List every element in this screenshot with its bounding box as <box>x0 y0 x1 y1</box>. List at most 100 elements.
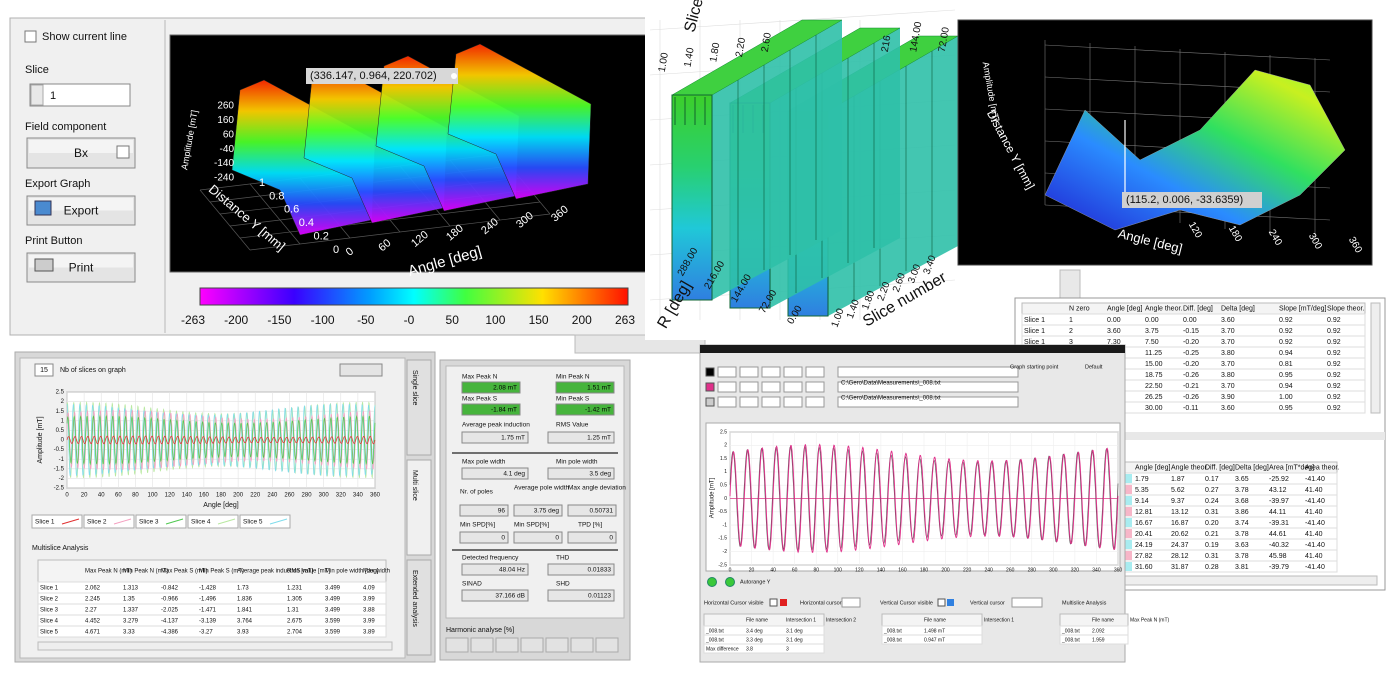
table-cell: 0.81 <box>1279 361 1293 368</box>
table-cell: 7.30 <box>1107 339 1121 346</box>
spinner[interactable] <box>30 84 44 106</box>
file-color[interactable] <box>705 397 715 407</box>
legend-label: Slice 4 <box>191 519 211 526</box>
table-cell: 28.12 <box>1171 553 1189 560</box>
numeric-input[interactable] <box>29 83 131 107</box>
tab[interactable] <box>406 359 432 456</box>
tab-label[interactable]: Extended analysis <box>411 570 418 627</box>
file-option[interactable] <box>783 381 803 393</box>
label: Field component <box>25 121 106 133</box>
file-path-box <box>837 366 1019 378</box>
table-cell: 1 <box>1069 317 1073 324</box>
tick-label: 100 <box>834 567 843 573</box>
file-option[interactable] <box>717 366 737 378</box>
table-cell: 0.947 mT <box>924 637 945 643</box>
column-header: File name <box>924 617 946 623</box>
cursor-readout: (115.2, 0.006, -33.6359) <box>1126 194 1243 206</box>
table-cell: -1.428 <box>199 586 217 592</box>
file-option[interactable] <box>739 381 759 393</box>
table-cell: 0.00 <box>1145 317 1159 324</box>
tick-label: 260 <box>284 493 295 499</box>
table-cell: 3.68 <box>1235 498 1249 505</box>
autorange-toggle[interactable] <box>707 577 717 587</box>
file-option[interactable] <box>805 396 825 408</box>
tab-label[interactable]: Multi slice <box>411 470 418 501</box>
file-option[interactable] <box>717 381 737 393</box>
file-path: C:\Gero\Data\Measurements\_008.txt <box>841 381 941 387</box>
graph-tools[interactable] <box>339 363 383 377</box>
table-row <box>37 625 387 638</box>
file-option[interactable] <box>805 366 825 378</box>
tab[interactable] <box>406 559 432 656</box>
table-cell: 0.92 <box>1327 372 1341 379</box>
table-cell: 3.599 <box>325 619 341 625</box>
field-label: SINAD <box>462 581 482 588</box>
table-cell: 3.65 <box>1235 476 1249 483</box>
tick-label: -140 <box>214 158 234 169</box>
tick-label: 0.2 <box>314 231 329 243</box>
tick-label: 320 <box>336 493 347 499</box>
value-box <box>461 589 529 602</box>
dropdown-label[interactable]: Bx <box>74 146 88 160</box>
value-box <box>513 504 563 517</box>
file-option[interactable] <box>761 381 781 393</box>
print-button-label[interactable]: Print <box>69 261 94 275</box>
file-color[interactable] <box>705 382 715 392</box>
tab[interactable] <box>406 459 432 556</box>
table-cell: 2.245 <box>85 597 101 603</box>
column-header: Max Peak N (mT) <box>1130 617 1170 623</box>
file-option[interactable] <box>739 366 759 378</box>
table-cell: 3.4 deg <box>746 628 763 634</box>
table-cell: 41.40 <box>1305 531 1323 538</box>
file-option[interactable] <box>783 366 803 378</box>
row-label: _008.txt <box>883 637 902 643</box>
value-box <box>459 504 509 517</box>
file-option[interactable] <box>717 396 737 408</box>
numeric-input[interactable] <box>34 363 54 377</box>
value-box <box>547 431 615 444</box>
file-option[interactable] <box>805 381 825 393</box>
file-path-box <box>837 396 1019 408</box>
tick-label: -0.5 <box>718 509 727 515</box>
button-shine <box>29 255 133 268</box>
tick-label: 360 <box>1114 567 1123 573</box>
scale-label: 50 <box>446 313 460 327</box>
label: Vertical Cursor visible <box>880 600 933 606</box>
table-cell: 0.28 <box>1205 564 1219 571</box>
table-cell: -41.40 <box>1305 542 1325 549</box>
file-option[interactable] <box>783 396 803 408</box>
signal-trace <box>729 443 1119 554</box>
file-option[interactable] <box>761 396 781 408</box>
section-title: Multislice Analysis <box>32 545 89 552</box>
field-label: Average peak induction <box>462 422 530 429</box>
dropdown-arrow[interactable] <box>116 145 130 159</box>
wireframe <box>239 201 541 239</box>
table-cell: 1.337 <box>123 608 139 614</box>
file-option[interactable] <box>761 366 781 378</box>
column-header: Average peak induction [mT] <box>237 569 314 575</box>
field-value: 0.50731 <box>590 508 614 515</box>
file-option[interactable] <box>739 396 759 408</box>
table-cell: 0.27 <box>1205 487 1219 494</box>
table-cell: 20.62 <box>1171 531 1189 538</box>
file-color[interactable] <box>705 367 715 377</box>
export-button-label[interactable]: Export <box>64 204 99 218</box>
table-cell: 1.31 <box>287 608 299 614</box>
scrollbar[interactable] <box>37 641 393 651</box>
cursor-readout: (336.147, 0.964, 220.702) <box>310 70 437 82</box>
numeric-input[interactable] <box>1011 597 1043 608</box>
table-cell: 1.313 <box>123 586 139 592</box>
checkbox[interactable] <box>937 598 946 607</box>
tick-label: 2 <box>61 399 65 405</box>
numeric-input[interactable] <box>841 597 861 608</box>
tick-label: 180 <box>216 493 227 499</box>
checkbox[interactable] <box>769 598 778 607</box>
table-cell: 1.79 <box>1135 476 1149 483</box>
autorange-toggle[interactable] <box>725 577 735 587</box>
scrollbar[interactable] <box>1370 302 1381 414</box>
table-cell: 3.60 <box>1221 405 1235 412</box>
checkbox[interactable] <box>24 30 37 43</box>
legend-item <box>239 514 291 529</box>
tab-label[interactable]: Single slice <box>411 370 418 406</box>
label: Export Graph <box>25 178 90 190</box>
